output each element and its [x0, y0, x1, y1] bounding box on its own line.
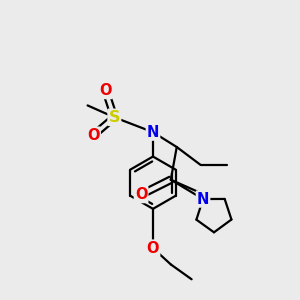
- Text: O: O: [87, 128, 100, 142]
- Text: N: N: [147, 125, 159, 140]
- Text: O: O: [135, 187, 147, 202]
- Text: N: N: [197, 191, 209, 206]
- Text: S: S: [109, 110, 120, 125]
- Text: O: O: [147, 241, 159, 256]
- Text: O: O: [99, 83, 112, 98]
